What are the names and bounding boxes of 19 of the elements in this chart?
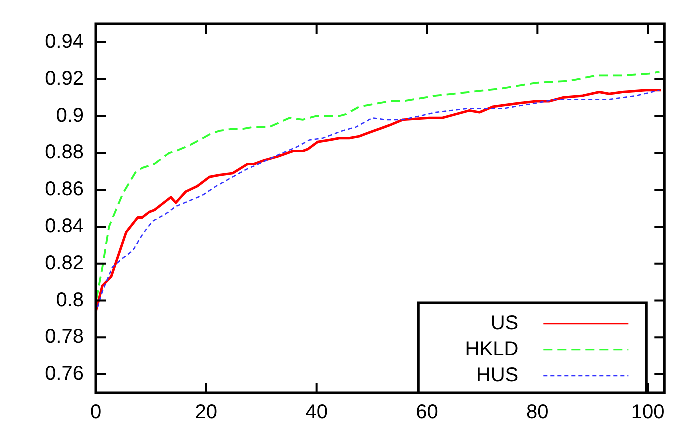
y-tick-label: 0.94 (45, 30, 84, 53)
y-tick-label: 0.9 (56, 104, 84, 127)
x-tick-label: 60 (416, 402, 438, 424)
x-tick-label: 80 (526, 402, 549, 424)
y-tick-label: 0.88 (45, 142, 84, 164)
y-tick-label: 0.82 (45, 252, 84, 274)
y-tick-label: 0.84 (45, 215, 84, 238)
y-tick-label: 0.86 (45, 178, 84, 201)
legend-label: HKLD (465, 338, 519, 361)
x-tick-label: 0 (90, 402, 102, 424)
y-tick-label: 0.78 (45, 326, 84, 348)
legend-label: US (490, 312, 519, 335)
x-tick-label: 100 (631, 402, 665, 424)
legend-label: HUS (476, 364, 519, 387)
y-tick-label: 0.8 (56, 289, 84, 312)
x-tick-label: 20 (195, 402, 218, 424)
x-tick-label: 40 (306, 402, 328, 424)
y-tick-label: 0.92 (45, 68, 84, 90)
y-tick-label: 0.76 (45, 363, 84, 386)
